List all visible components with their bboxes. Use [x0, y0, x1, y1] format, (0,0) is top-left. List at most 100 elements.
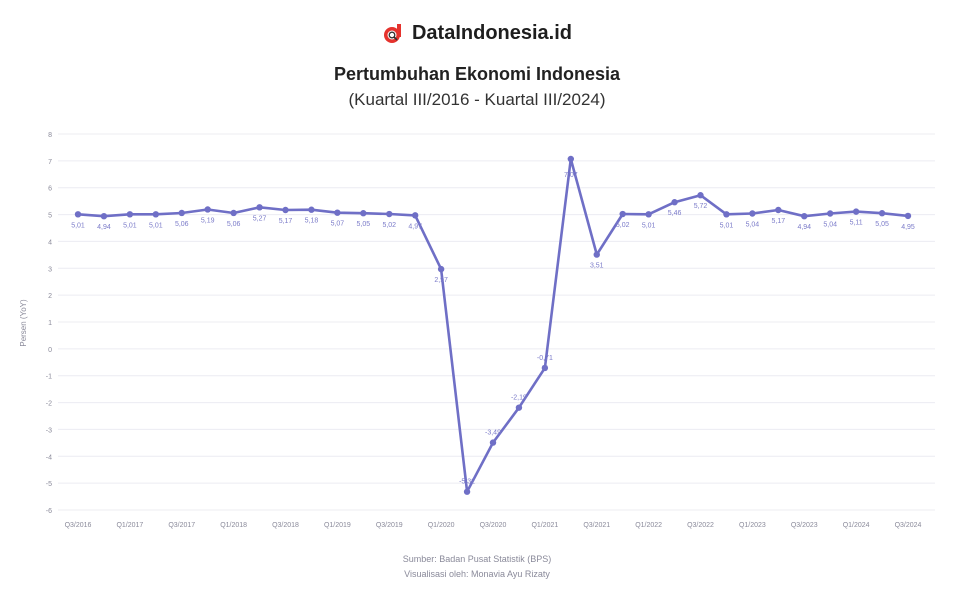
source-text: Sumber: Badan Pusat Statistik (BPS) — [402, 554, 552, 564]
visualization-credit: Visualisasi oleh: Monavia Ayu Rizaty — [404, 569, 550, 579]
data-label: -3,49 — [485, 430, 501, 437]
y-tick-label: 7 — [48, 159, 52, 166]
y-tick-label: -6 — [46, 508, 52, 515]
x-tick-label: Q3/2019 — [376, 522, 403, 529]
data-point — [878, 210, 886, 217]
data-point — [411, 212, 419, 219]
data-label: -0,71 — [537, 355, 553, 362]
data-point — [671, 199, 678, 206]
data-point — [852, 208, 860, 215]
data-point — [386, 210, 393, 218]
y-tick-label: -5 — [46, 481, 52, 488]
data-point — [230, 209, 237, 217]
x-tick-label: Q1/2019 — [324, 522, 351, 529]
data-point — [178, 209, 185, 217]
x-tick-label: Q3/2018 — [272, 522, 299, 529]
data-point — [801, 212, 808, 220]
data-label: 5,06 — [175, 221, 189, 228]
data-label: 5,01 — [149, 222, 163, 229]
data-label: -2,19 — [511, 395, 527, 402]
y-tick-label: 3 — [48, 266, 52, 273]
data-label: 4,95 — [901, 224, 915, 231]
x-tick-label: Q3/2021 — [583, 522, 610, 529]
data-label: 2,97 — [434, 277, 448, 284]
data-label: 4,94 — [797, 224, 811, 231]
brand-header: DataIndonesia.id — [0, 22, 954, 45]
data-point — [437, 265, 445, 273]
data-point — [360, 210, 367, 217]
data-label: 7,07 — [564, 172, 578, 179]
data-label: 5,72 — [694, 203, 708, 210]
y-tick-label: 2 — [48, 293, 52, 300]
data-label: 5,01 — [71, 222, 85, 229]
x-tick-label: Q3/2023 — [791, 522, 818, 529]
chart-axes: -6 -5 -4 -3 -2 -1 0 1 2 3 4 5 6 7 8 Q3/2016 Q1/2017 Q3/20… — [46, 132, 922, 529]
data-point — [749, 210, 756, 217]
data-point — [126, 211, 134, 218]
y-tick-label: -1 — [46, 374, 52, 381]
chart-title: Pertumbuhan Ekonomi Indonesia — [333, 64, 621, 84]
data-point — [567, 155, 575, 163]
data-point — [282, 206, 289, 214]
x-tick-label: Q3/2020 — [480, 522, 507, 529]
data-point — [645, 211, 652, 218]
y-tick-label: 0 — [48, 347, 52, 354]
x-tick-label: Q3/2017 — [168, 522, 195, 529]
data-label: 5,27 — [253, 215, 267, 222]
data-point — [308, 206, 315, 213]
data-label: 5,02 — [382, 222, 396, 229]
data-label: 5,05 — [357, 221, 371, 228]
data-label: 3,51 — [590, 263, 604, 270]
y-tick-label: -2 — [46, 401, 52, 408]
data-label: 5,05 — [875, 221, 889, 228]
data-label: 5,46 — [668, 210, 682, 217]
data-label: 5,07 — [331, 221, 345, 228]
y-tick-label: 1 — [48, 320, 52, 327]
chart-subtitle: (Kuartal III/2016 - Kuartal III/2024) — [348, 90, 606, 109]
data-point — [204, 206, 211, 213]
x-tick-label: Q3/2016 — [65, 522, 92, 529]
data-label: 5,04 — [746, 221, 760, 228]
data-label: 5,11 — [850, 220, 863, 227]
y-axis-label: Persen (YoY) — [19, 299, 28, 347]
x-tick-label: Q1/2018 — [220, 522, 247, 529]
data-label: 5,01 — [123, 222, 137, 229]
data-label: 5,17 — [279, 218, 293, 225]
dataindonesia-logo-icon — [383, 23, 401, 43]
data-point — [100, 212, 108, 220]
data-label: 4,94 — [97, 224, 111, 231]
data-point — [489, 439, 497, 446]
x-tick-label: Q3/2024 — [895, 522, 922, 529]
y-tick-label: 5 — [48, 213, 52, 220]
data-point — [723, 211, 730, 218]
x-tick-label: Q3/2022 — [687, 522, 714, 529]
growth-line-chart: -6 -5 -4 -3 -2 -1 0 1 2 3 4 5 6 7 8 Q3/2016 Q1/2017 Q3/20… — [19, 132, 935, 529]
y-tick-label: -3 — [46, 427, 52, 434]
chart-series: 5,01 4,94 5,01 5,01 5,06 5,19 5,06 5,27 5,17 5,18… — [71, 155, 915, 495]
data-label: 5,01 — [642, 222, 656, 229]
data-point — [541, 364, 549, 372]
x-tick-label: Q1/2023 — [739, 522, 766, 529]
data-point — [256, 204, 263, 211]
x-tick-label: Q1/2017 — [116, 522, 143, 529]
data-point — [74, 211, 82, 218]
y-tick-label: 4 — [48, 239, 52, 246]
data-point — [152, 211, 160, 218]
data-label: 5,06 — [227, 221, 241, 228]
x-tick-label: Q1/2022 — [635, 522, 662, 529]
data-point — [334, 209, 341, 216]
y-tick-label: 6 — [48, 186, 52, 193]
data-label: 5,19 — [201, 217, 215, 224]
y-tick-label: -4 — [46, 454, 52, 461]
data-label: 5,18 — [305, 218, 319, 225]
x-tick-label: Q1/2021 — [531, 522, 558, 529]
chart-grid — [58, 133, 935, 511]
data-label: 5,02 — [616, 222, 630, 229]
brand-name: DataIndonesia.id — [411, 22, 573, 44]
data-label: 5,04 — [823, 221, 837, 228]
data-point — [593, 251, 600, 258]
data-label: 4,97 — [408, 223, 422, 230]
data-point — [826, 210, 834, 217]
y-tick-label: 8 — [48, 132, 52, 139]
data-point — [775, 206, 782, 214]
